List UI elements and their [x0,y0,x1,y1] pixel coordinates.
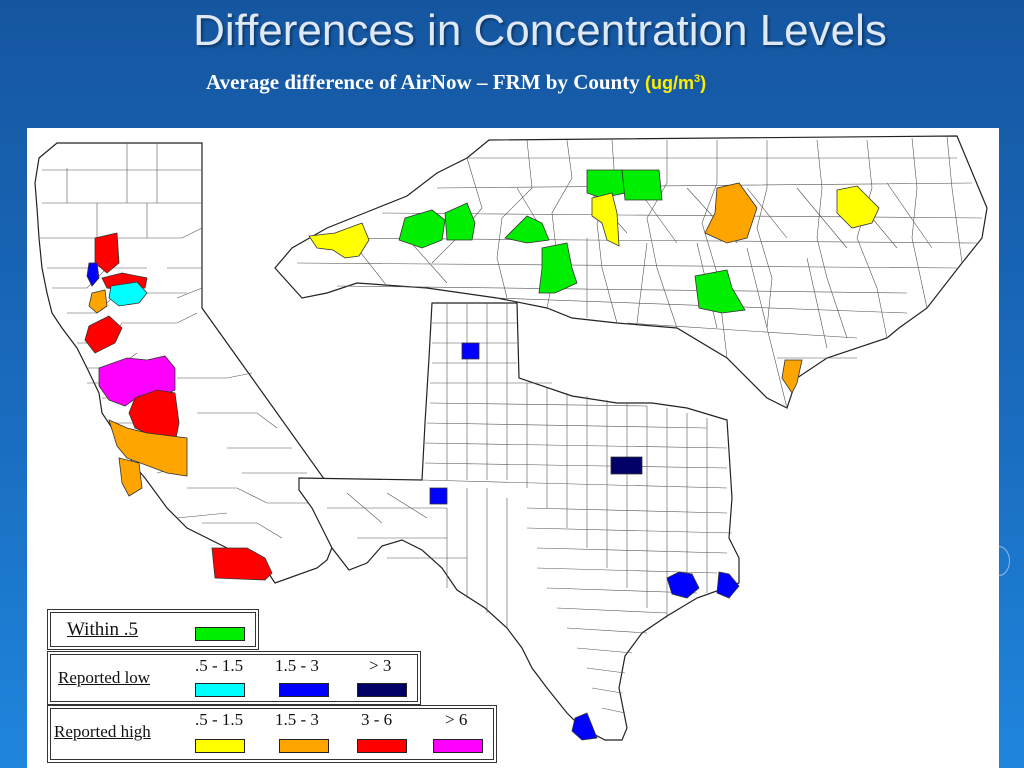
county-tx-blue-5 [571,712,598,741]
legend-low-swatch-2 [279,683,329,697]
legend-within-box: Within .5 [50,612,256,647]
slide-subtitle: Average difference of AirNow – FRM by Co… [206,70,706,95]
county-nc-yellow-3 [308,222,370,259]
legend-high-range-2: 1.5 - 3 [275,710,319,729]
county-ca-orange-3 [118,457,143,497]
texas-county-lines [327,303,733,714]
legend-low-swatch-1 [195,683,245,697]
county-tx-blue-1 [461,342,480,360]
legend-high-box: Reported high .5 - 1.5 1.5 - 3 3 - 6 > 6 [50,708,494,760]
county-nc-orange-1 [704,182,758,244]
legend-low-range-2: 1.5 - 3 [275,656,319,675]
county-tx-blue-2 [429,487,448,505]
unit-suffix: ) [700,73,707,93]
county-nc-orange-2 [781,359,803,394]
county-ca-orange-1 [88,289,108,314]
county-ca-cyan [108,281,148,307]
county-nc-green-2 [621,169,663,201]
legend-low-range-3: > 3 [369,656,392,675]
california-map [34,142,343,584]
county-nc-green-7 [694,269,746,314]
legend-low-swatch-3 [357,683,407,697]
county-map [34,135,988,741]
legend-within-swatch [195,627,245,641]
county-nc-green-6 [538,242,578,294]
county-ca-orange-2 [108,419,188,477]
unit-label: (ug/m3) [645,73,706,93]
legend-within-label: Within .5 [67,619,139,640]
legend-high-range-3: 3 - 6 [361,710,393,729]
legend-high-swatch-2 [279,739,329,753]
county-nc-green-4 [444,202,476,241]
slide-title: Differences in Concentration Levels [193,6,887,55]
texas-map [298,302,740,741]
legend-high-range-1: .5 - 1.5 [195,710,244,729]
county-nc-yellow-1 [591,192,620,247]
legend-high-range-4: > 6 [445,710,468,729]
county-nc-green-1 [586,169,626,199]
subtitle-text: Average difference of AirNow – FRM by Co… [206,70,640,94]
decorative-circle [988,546,1010,576]
county-ca-red-3 [84,315,123,354]
county-ca-red-5 [211,547,273,581]
map-panel: Within .5 Reported low .5 - 1.5 1.5 - 3 … [27,128,999,768]
county-tx-navy [610,456,643,475]
legend-high-swatch-3 [357,739,407,753]
unit-superscript: 3 [693,73,701,85]
county-ca-red-1 [94,232,120,274]
legend-high-swatch-4 [433,739,483,753]
county-nc-green-5 [504,215,550,244]
legend-high-swatch-1 [195,739,245,753]
north-carolina-outline [274,135,988,409]
county-nc-green-3 [398,209,446,249]
legend-high-label: Reported high [54,722,151,741]
north-carolina-map [274,135,988,409]
county-ca-blue [86,262,100,287]
legend-low-range-1: .5 - 1.5 [195,656,244,675]
unit-prefix: (ug/m [644,73,694,93]
county-tx-blue-4 [716,571,740,599]
legend-low-box: Reported low .5 - 1.5 1.5 - 3 > 3 [50,654,418,702]
legend-low-label: Reported low [58,668,151,687]
county-tx-blue-3 [666,571,700,599]
county-nc-yellow-2 [836,185,880,229]
